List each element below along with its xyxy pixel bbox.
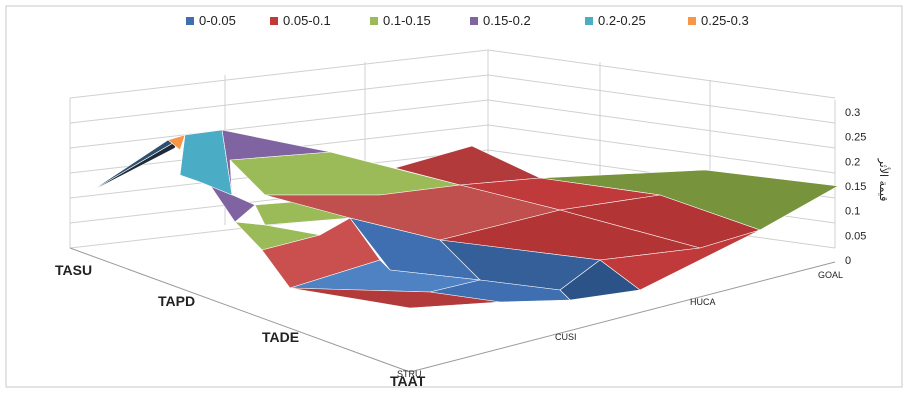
legend-label: 0.05-0.1 bbox=[283, 13, 331, 28]
left-axis-category-label: TAPD bbox=[158, 293, 195, 309]
surface-patch bbox=[179, 129, 233, 196]
z-tick-label: 0 bbox=[845, 255, 851, 267]
legend-label: 0.25-0.3 bbox=[701, 13, 749, 28]
legend-swatch bbox=[585, 17, 593, 25]
legend-swatch bbox=[270, 17, 278, 25]
surface-patch bbox=[289, 287, 501, 309]
right-axis-category-label: HUCA bbox=[690, 297, 716, 307]
surface-patch bbox=[261, 217, 381, 289]
chart-border bbox=[5, 5, 903, 388]
legend-swatch bbox=[370, 17, 378, 25]
legend-swatch bbox=[470, 17, 478, 25]
z-tick-label: 0.15 bbox=[845, 181, 866, 193]
legend-swatch bbox=[186, 17, 194, 25]
right-axis-categories: STRU CUSI HUCA GOAL bbox=[397, 270, 843, 379]
left-axis-category-label: TASU bbox=[55, 262, 92, 278]
chart-legend: 0-0.05 0.05-0.1 0.1-0.15 0.15-0.2 0.2-0.25 0.… bbox=[186, 13, 749, 28]
legend-label: 0.2-0.25 bbox=[598, 13, 646, 28]
z-axis-title: قيمة الأثر bbox=[877, 158, 891, 202]
right-axis-category-label: GOAL bbox=[818, 270, 843, 280]
legend-label: 0.15-0.2 bbox=[483, 13, 531, 28]
left-axis-categories: TASU TAPD TADE TAAT bbox=[55, 262, 426, 389]
z-tick-label: 0.3 bbox=[845, 107, 860, 119]
z-tick-label: 0.05 bbox=[845, 230, 866, 242]
left-axis-category-label: TAAT bbox=[390, 373, 426, 389]
surface-patch bbox=[209, 184, 256, 223]
z-tick-label: 0.2 bbox=[845, 156, 860, 168]
z-tick-label: 0.1 bbox=[845, 206, 860, 218]
left-axis-category-label: TADE bbox=[262, 329, 299, 345]
z-tick-label: 0.25 bbox=[845, 132, 866, 144]
z-axis-ticks: 0 0.05 0.1 0.15 0.2 0.25 0.3 bbox=[845, 107, 866, 267]
legend-swatch bbox=[688, 17, 696, 25]
legend-label: 0-0.05 bbox=[199, 13, 236, 28]
floor-axes bbox=[69, 247, 836, 373]
surface-patch bbox=[167, 134, 186, 151]
surface-patches bbox=[87, 129, 839, 309]
right-axis-category-label: CUSI bbox=[555, 332, 577, 342]
right-axis-category-label: STRU bbox=[397, 369, 422, 379]
legend-label: 0.1-0.15 bbox=[383, 13, 431, 28]
